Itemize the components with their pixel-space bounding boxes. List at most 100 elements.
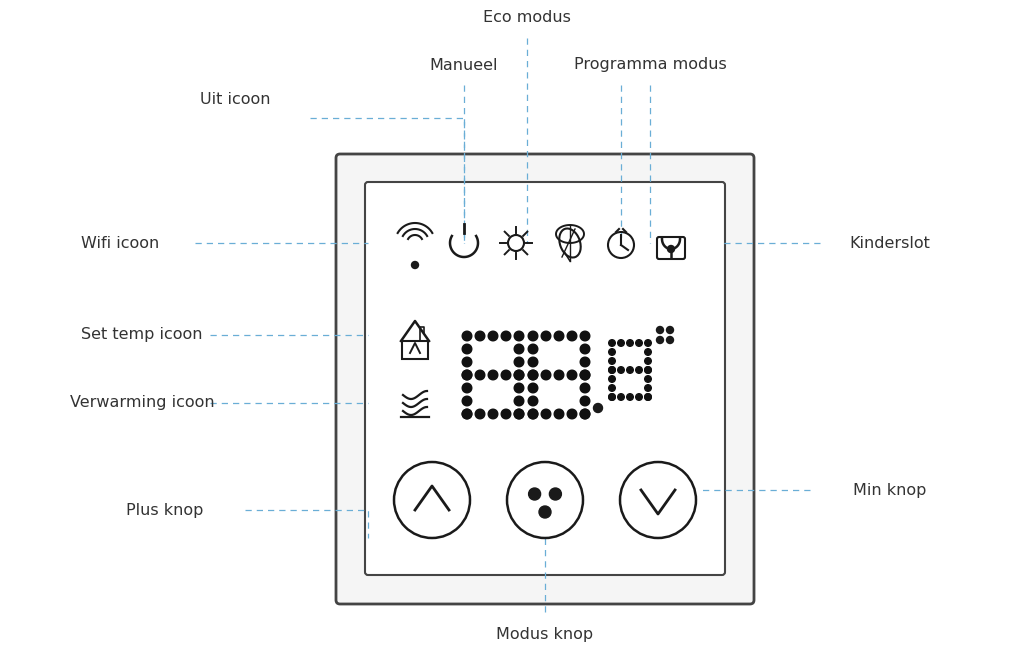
Text: Plus knop: Plus knop	[126, 503, 203, 518]
Circle shape	[645, 366, 651, 374]
Circle shape	[528, 409, 538, 419]
Circle shape	[462, 409, 472, 419]
Circle shape	[554, 370, 564, 380]
Circle shape	[515, 370, 524, 380]
Circle shape	[567, 370, 577, 380]
Text: Min knop: Min knop	[853, 482, 927, 497]
Circle shape	[656, 327, 663, 334]
Circle shape	[609, 376, 616, 382]
Text: Kinderslot: Kinderslot	[849, 235, 930, 250]
Circle shape	[580, 357, 589, 367]
Circle shape	[462, 396, 472, 406]
Circle shape	[656, 336, 663, 344]
Circle shape	[618, 394, 625, 400]
Circle shape	[567, 409, 577, 419]
Circle shape	[636, 366, 642, 374]
Circle shape	[515, 383, 524, 393]
Circle shape	[580, 370, 589, 380]
Circle shape	[609, 385, 616, 391]
Circle shape	[609, 358, 616, 364]
Circle shape	[618, 340, 625, 346]
Text: Set temp icoon: Set temp icoon	[81, 327, 203, 342]
Circle shape	[462, 409, 472, 419]
Circle shape	[580, 383, 589, 393]
Circle shape	[609, 394, 616, 400]
Circle shape	[645, 349, 651, 355]
Circle shape	[501, 409, 511, 419]
Circle shape	[609, 394, 616, 400]
Circle shape	[580, 409, 589, 419]
Circle shape	[475, 409, 485, 419]
FancyBboxPatch shape	[365, 182, 725, 575]
Circle shape	[528, 396, 538, 406]
Circle shape	[593, 404, 603, 413]
Circle shape	[666, 336, 673, 344]
Circle shape	[645, 366, 651, 374]
Text: Eco modus: Eco modus	[483, 10, 571, 25]
Circle shape	[462, 370, 472, 380]
Text: Verwarming icoon: Verwarming icoon	[70, 396, 214, 411]
Text: Manueel: Manueel	[430, 57, 498, 72]
Circle shape	[515, 409, 524, 419]
Circle shape	[488, 409, 497, 419]
Circle shape	[475, 331, 485, 341]
Circle shape	[528, 383, 538, 393]
Circle shape	[515, 344, 524, 354]
Text: Modus knop: Modus knop	[496, 627, 593, 642]
Circle shape	[529, 488, 541, 500]
Circle shape	[609, 340, 616, 346]
Circle shape	[488, 331, 497, 341]
Circle shape	[462, 357, 472, 367]
FancyBboxPatch shape	[336, 154, 754, 604]
Circle shape	[541, 370, 551, 380]
Circle shape	[618, 366, 625, 374]
Circle shape	[666, 327, 673, 334]
Text: Wifi icoon: Wifi icoon	[81, 235, 159, 250]
Circle shape	[580, 370, 589, 380]
Circle shape	[580, 331, 589, 341]
Circle shape	[609, 349, 616, 355]
Circle shape	[515, 409, 524, 419]
Circle shape	[554, 409, 564, 419]
Circle shape	[627, 394, 633, 400]
Circle shape	[462, 383, 472, 393]
Circle shape	[609, 366, 616, 374]
Circle shape	[501, 331, 511, 341]
Circle shape	[528, 357, 538, 367]
Circle shape	[528, 331, 538, 341]
Circle shape	[567, 331, 577, 341]
FancyBboxPatch shape	[402, 341, 428, 359]
Circle shape	[554, 331, 564, 341]
Circle shape	[515, 370, 524, 380]
FancyBboxPatch shape	[657, 237, 685, 259]
Circle shape	[636, 340, 642, 346]
Circle shape	[541, 331, 551, 341]
Text: Uit icoon: Uit icoon	[200, 93, 270, 108]
Circle shape	[501, 370, 511, 380]
Circle shape	[541, 409, 551, 419]
Circle shape	[539, 506, 551, 518]
Circle shape	[645, 385, 651, 391]
Circle shape	[528, 370, 538, 380]
Circle shape	[627, 340, 633, 346]
Circle shape	[515, 331, 524, 341]
Text: Programma modus: Programma modus	[573, 57, 726, 72]
Circle shape	[580, 344, 589, 354]
Circle shape	[645, 340, 651, 346]
Circle shape	[528, 409, 538, 419]
Circle shape	[645, 376, 651, 382]
Circle shape	[667, 246, 674, 252]
Circle shape	[462, 370, 472, 380]
Circle shape	[645, 394, 651, 400]
Circle shape	[462, 344, 472, 354]
Circle shape	[528, 344, 538, 354]
Circle shape	[580, 409, 589, 419]
Circle shape	[580, 396, 589, 406]
Circle shape	[627, 366, 633, 374]
Circle shape	[515, 357, 524, 367]
Circle shape	[462, 331, 472, 341]
Circle shape	[515, 396, 524, 406]
Circle shape	[528, 370, 538, 380]
Circle shape	[645, 358, 651, 364]
Circle shape	[645, 394, 651, 400]
